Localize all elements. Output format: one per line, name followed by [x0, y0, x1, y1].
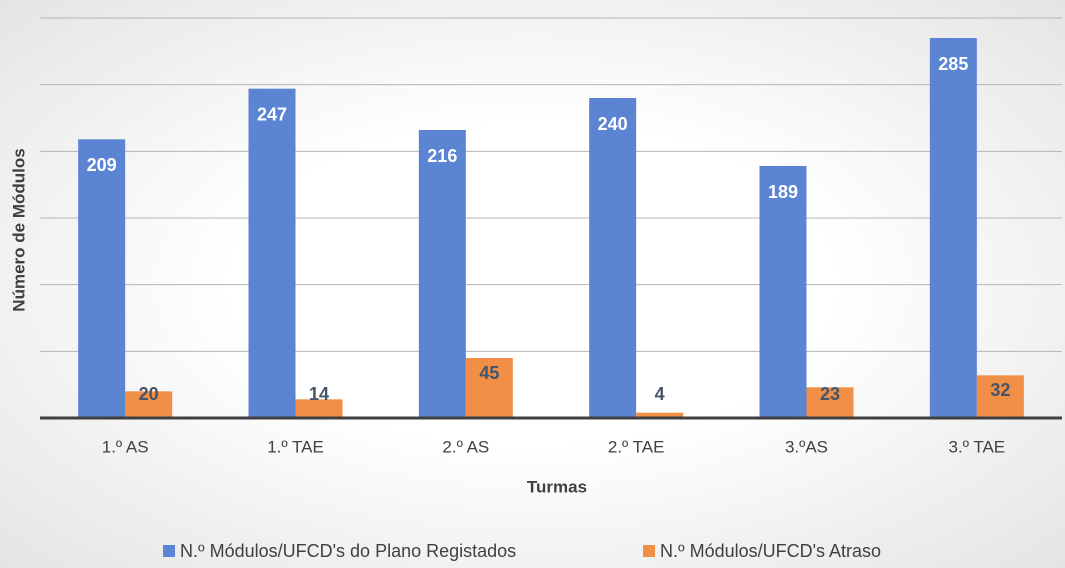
- x-tick-label: 1.º AS: [102, 437, 149, 456]
- data-label: 14: [309, 384, 329, 404]
- bar: [295, 399, 343, 418]
- bar: [78, 139, 126, 419]
- data-label: 247: [257, 104, 287, 124]
- x-tick-label: 2.º AS: [442, 437, 489, 456]
- bar: [125, 391, 173, 418]
- x-tick-label: 1.º TAE: [267, 437, 324, 456]
- data-label: 23: [820, 384, 840, 404]
- bar: [976, 375, 1024, 418]
- data-label: 285: [938, 54, 968, 74]
- bar: [929, 38, 977, 418]
- x-axis-title: Turmas: [527, 477, 587, 496]
- bar: [418, 130, 466, 418]
- data-label: 189: [768, 182, 798, 202]
- bar: [589, 98, 637, 418]
- y-axis-title: Número de Módulos: [9, 148, 28, 311]
- data-label: 45: [479, 363, 499, 383]
- data-label: 20: [139, 384, 159, 404]
- x-tick-label: 2.º TAE: [608, 437, 665, 456]
- legend-swatch: [163, 545, 175, 557]
- legend-label: N.º Módulos/UFCD's Atraso: [660, 541, 881, 561]
- bar: [465, 358, 513, 418]
- legend-swatch: [643, 545, 655, 557]
- data-label: 240: [598, 114, 628, 134]
- data-label: 32: [990, 380, 1010, 400]
- data-label: 4: [655, 384, 665, 404]
- x-tick-label: 3.ºAS: [785, 437, 828, 456]
- x-tick-label: 3.º TAE: [949, 437, 1006, 456]
- bar: [636, 412, 684, 418]
- bar: [759, 166, 807, 418]
- data-label: 216: [427, 146, 457, 166]
- bar: [806, 387, 854, 418]
- data-label: 209: [87, 155, 117, 175]
- bar: [248, 88, 296, 419]
- legend-label: N.º Módulos/UFCD's do Plano Registados: [180, 541, 516, 561]
